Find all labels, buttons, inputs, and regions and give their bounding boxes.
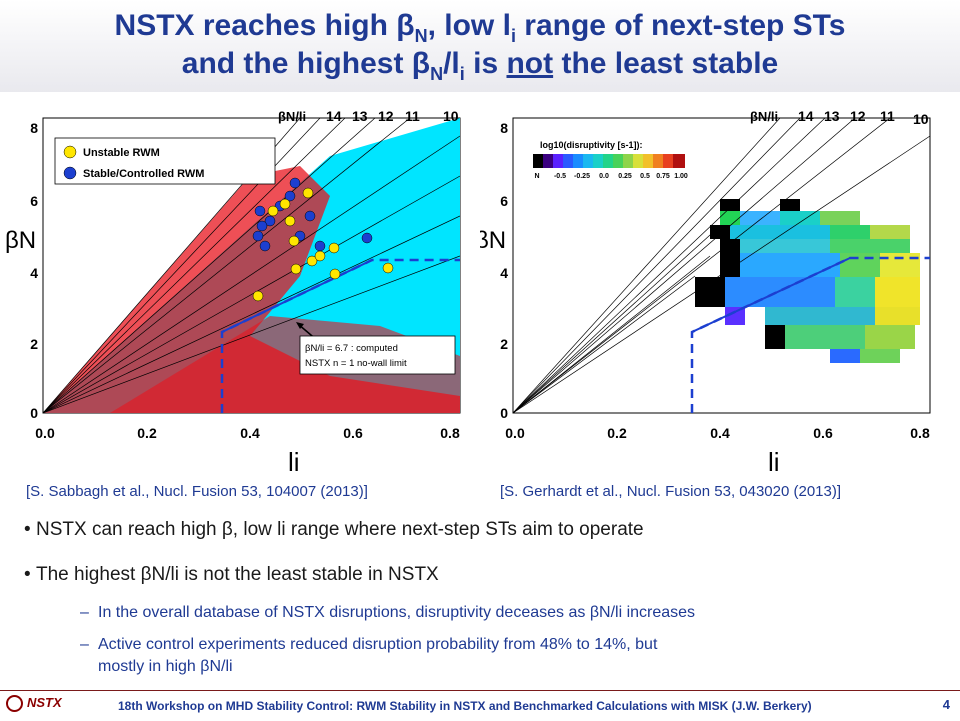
title-line-2: and the highest βN/li is not the least s… bbox=[181, 47, 779, 84]
left-y-ticks: 8 6 4 2 0 bbox=[30, 120, 38, 421]
svg-text:14: 14 bbox=[326, 108, 342, 124]
svg-text:11: 11 bbox=[880, 108, 895, 124]
svg-text:10: 10 bbox=[913, 111, 929, 127]
svg-text:βN/li = 6.7 : computed: βN/li = 6.7 : computed bbox=[305, 343, 398, 354]
no-wall-limit-line bbox=[220, 258, 460, 413]
title-line-1: NSTX reaches high βN, low li range of ne… bbox=[114, 9, 846, 46]
nstx-logo: NSTX bbox=[6, 695, 62, 713]
right-x-axis-label: li bbox=[768, 447, 780, 477]
stable-marker-icon bbox=[63, 166, 77, 180]
svg-text:0.6: 0.6 bbox=[343, 425, 363, 441]
left-plot: 8 6 4 2 0 0.0 0.2 0.4 0.6 0.8 βN li βN/l… bbox=[0, 96, 470, 481]
svg-text:6: 6 bbox=[30, 193, 38, 209]
svg-text:8: 8 bbox=[30, 120, 38, 136]
svg-text:NSTX n = 1 no-wall limit: NSTX n = 1 no-wall limit bbox=[305, 358, 407, 369]
bullet-2: • The highest βN/li is not the least stab… bbox=[24, 564, 439, 585]
left-legend: Unstable RWM Stable/Controlled RWM bbox=[54, 137, 276, 185]
page-number: 4 bbox=[942, 697, 950, 712]
svg-text:11: 11 bbox=[405, 108, 420, 124]
left-annotation: βN/li = 6.7 : computed NSTX n = 1 no-wal… bbox=[296, 322, 456, 375]
svg-text:4: 4 bbox=[30, 265, 38, 281]
svg-text:12: 12 bbox=[850, 108, 866, 124]
svg-text:0.2: 0.2 bbox=[607, 425, 627, 441]
citation-left: [S. Sabbagh et al., Nucl. Fusion 53, 104… bbox=[26, 483, 368, 500]
right-y-axis-label: βN bbox=[480, 227, 506, 254]
citation-right: [S. Gerhardt et al., Nucl. Fusion 53, 04… bbox=[500, 483, 842, 500]
left-ratio-label: βN/li bbox=[278, 109, 306, 124]
right-no-wall-limit-solid bbox=[691, 257, 851, 333]
red-data-region bbox=[43, 166, 460, 413]
svg-text:0.0: 0.0 bbox=[599, 173, 609, 180]
sub-bullet-2: – Active control experiments reduced disr… bbox=[80, 636, 658, 675]
svg-text:0.2: 0.2 bbox=[137, 425, 157, 441]
svg-text:log10(disruptivity [s-1]):: log10(disruptivity [s-1]): bbox=[540, 140, 643, 150]
svg-text:14: 14 bbox=[798, 108, 814, 124]
svg-text:N: N bbox=[534, 173, 539, 180]
unstable-marker-icon bbox=[63, 145, 77, 159]
footer: NSTX 18th Workshop on MHD Stability Cont… bbox=[0, 690, 960, 721]
left-ratio-values: 14 13 12 11 10 bbox=[326, 108, 459, 124]
svg-text:2: 2 bbox=[30, 336, 38, 352]
svg-text:0.4: 0.4 bbox=[240, 425, 260, 441]
left-y-axis-label: βN bbox=[5, 227, 36, 254]
svg-text:Stable/Controlled RWM: Stable/Controlled RWM bbox=[83, 168, 204, 180]
svg-text:12: 12 bbox=[378, 108, 394, 124]
svg-text:-0.5: -0.5 bbox=[554, 173, 566, 180]
svg-text:0.0: 0.0 bbox=[35, 425, 55, 441]
svg-text:13: 13 bbox=[352, 108, 368, 124]
right-ratio-lines bbox=[512, 117, 931, 414]
svg-text:0.75: 0.75 bbox=[656, 173, 670, 180]
right-ratio-label: βN/li bbox=[750, 109, 778, 124]
footer-text: 18th Workshop on MHD Stability Control: … bbox=[118, 699, 812, 713]
svg-text:0.4: 0.4 bbox=[710, 425, 730, 441]
svg-text:0.8: 0.8 bbox=[440, 425, 460, 441]
left-x-ticks: 0.0 0.2 0.4 0.6 0.8 bbox=[35, 425, 460, 441]
svg-text:0.8: 0.8 bbox=[910, 425, 930, 441]
svg-text:Unstable RWM: Unstable RWM bbox=[83, 147, 160, 159]
right-x-ticks: 0.0 0.2 0.4 0.6 0.8 bbox=[505, 425, 930, 441]
sub-bullet-1: – In the overall database of NSTX disrupt… bbox=[80, 604, 696, 621]
svg-text:1.00: 1.00 bbox=[674, 173, 688, 180]
svg-text:0.25: 0.25 bbox=[618, 173, 632, 180]
svg-text:4: 4 bbox=[500, 265, 508, 281]
right-ratio-values: 14 13 12 11 10 bbox=[798, 108, 929, 127]
svg-text:0: 0 bbox=[30, 405, 38, 421]
svg-text:0: 0 bbox=[500, 405, 508, 421]
svg-text:13: 13 bbox=[824, 108, 840, 124]
svg-text:0.5: 0.5 bbox=[640, 173, 650, 180]
unstable-rwm-points bbox=[252, 187, 394, 302]
title-bar bbox=[0, 0, 960, 92]
no-wall-limit-solid bbox=[221, 259, 373, 333]
svg-text:10: 10 bbox=[443, 108, 459, 124]
svg-text:0.0: 0.0 bbox=[505, 425, 525, 441]
svg-text:2: 2 bbox=[500, 336, 508, 352]
svg-text:-0.25: -0.25 bbox=[574, 173, 590, 180]
svg-text:0.6: 0.6 bbox=[813, 425, 833, 441]
svg-text:8: 8 bbox=[500, 120, 508, 136]
bullet-1: • NSTX can reach high β, low li range whe… bbox=[24, 519, 644, 540]
left-x-axis-label: li bbox=[288, 447, 300, 477]
right-y-ticks: 8 6 4 2 0 bbox=[500, 120, 508, 421]
right-plot: log10(disruptivity [s-1]): N -0.5 -0.25 … bbox=[480, 96, 960, 481]
colorbar: log10(disruptivity [s-1]): N -0.5 -0.25 … bbox=[533, 140, 688, 180]
nstx-logo-icon bbox=[6, 695, 23, 713]
svg-text:6: 6 bbox=[500, 193, 508, 209]
